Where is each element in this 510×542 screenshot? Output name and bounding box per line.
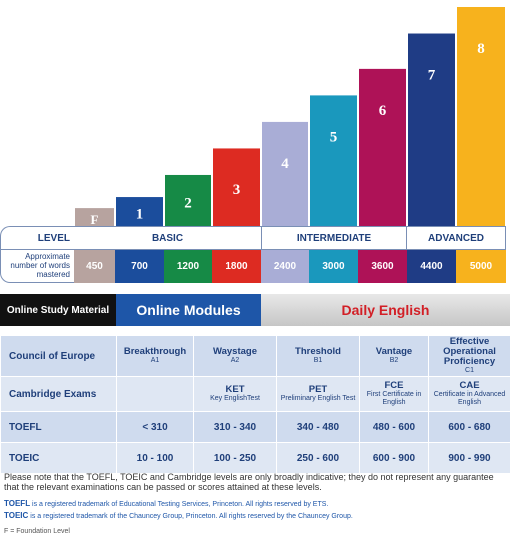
- toefl-trademark-note: TOEFL is a registered trademark of Educa…: [4, 499, 329, 508]
- online-study-material-label: Online Study Material: [0, 294, 116, 326]
- bar-5: [310, 95, 357, 229]
- words-value: 450: [74, 250, 115, 283]
- level-bar-chart: F 1 2 3 4 5 6 7 8: [75, 7, 505, 229]
- toefl-score: 310 - 340: [193, 411, 277, 443]
- toeic-score: 600 - 900: [359, 442, 429, 474]
- words-value: 1800: [212, 250, 261, 283]
- daily-english-band[interactable]: Daily English: [261, 294, 510, 326]
- coe-cell: Waystage A2: [193, 335, 277, 377]
- online-modules-band[interactable]: Online Modules: [116, 294, 261, 326]
- foundation-level-note: F = Foundation Level: [4, 528, 70, 535]
- table-row: Council of Europe Breakthrough A1 Waystag…: [0, 335, 510, 377]
- cambridge-cell: FCE First Certificate in English: [359, 376, 429, 412]
- words-value: 2400: [261, 250, 309, 283]
- cambridge-cell: CAE Certificate in Advanced English: [428, 376, 510, 412]
- toefl-score: 340 - 480: [276, 411, 360, 443]
- toefl-label: TOEFL: [0, 411, 117, 443]
- level-band-advanced: ADVANCED: [406, 226, 506, 250]
- words-value: 4400: [407, 250, 456, 283]
- disclaimer-note: Please note that the TOEFL, TOEIC and Ca…: [4, 472, 494, 492]
- bar-label: 1: [136, 207, 144, 223]
- bar-label: 8: [477, 41, 485, 57]
- cambridge-label: Cambridge Exams: [0, 376, 117, 412]
- bar-7: [408, 33, 455, 228]
- toefl-score: < 310: [116, 411, 194, 443]
- bar-1: [116, 197, 163, 228]
- coe-label: Council of Europe: [0, 335, 117, 377]
- table-row: Cambridge Exams KET Key EnglishTest PET Pr…: [0, 376, 510, 412]
- toeic-score: 250 - 600: [276, 442, 360, 474]
- words-value: 1200: [164, 250, 212, 283]
- bar-label: 7: [428, 68, 436, 84]
- words-row-label: Approximate number of words mastered: [0, 250, 74, 283]
- coe-cell: Breakthrough A1: [116, 335, 194, 377]
- bar-6: [359, 68, 406, 228]
- bar-label: 3: [233, 182, 241, 198]
- bar-label: 6: [379, 103, 387, 119]
- toeic-score: 10 - 100: [116, 442, 194, 474]
- toeic-label: TOEIC: [0, 442, 117, 474]
- exam-equivalence-table: Council of Europe Breakthrough A1 Waystag…: [0, 335, 510, 474]
- coe-cell: Effective Operational Proficiency C1: [428, 335, 510, 377]
- bar-label: 4: [281, 156, 289, 172]
- cambridge-cell: [116, 376, 194, 412]
- words-value: 3000: [309, 250, 358, 283]
- words-row: Approximate number of words mastered 450…: [0, 250, 510, 283]
- table-row: TOEFL < 310 310 - 340 340 - 480 480 - 60…: [0, 411, 510, 443]
- words-value: 700: [115, 250, 164, 283]
- bar-2: [165, 174, 211, 228]
- toeic-trademark-note: TOEIC is a registered trademark of the C…: [4, 511, 353, 520]
- level-row-label: LEVEL: [0, 226, 74, 250]
- coe-cell: Threshold B1: [276, 335, 360, 377]
- toeic-score: 100 - 250: [193, 442, 277, 474]
- bar-label: 5: [330, 129, 338, 145]
- bar-8: [457, 7, 505, 228]
- cambridge-cell: PET Preliminary English Test: [276, 376, 360, 412]
- table-row: TOEIC 10 - 100 100 - 250 250 - 600 600 -…: [0, 442, 510, 474]
- toefl-score: 480 - 600: [359, 411, 429, 443]
- bar-3: [213, 148, 260, 228]
- bar-4: [262, 121, 308, 228]
- level-band-intermediate: INTERMEDIATE: [261, 226, 406, 250]
- bar-label: F: [91, 212, 99, 227]
- bar-label: 2: [184, 195, 192, 211]
- level-row: LEVEL BASIC INTERMEDIATE ADVANCED: [0, 226, 510, 250]
- cambridge-cell: KET Key EnglishTest: [193, 376, 277, 412]
- words-value: 5000: [456, 250, 506, 283]
- toeic-score: 900 - 990: [428, 442, 510, 474]
- level-band-basic: BASIC: [74, 226, 261, 250]
- words-value: 3600: [358, 250, 407, 283]
- toefl-score: 600 - 680: [428, 411, 510, 443]
- bar-F: [75, 208, 114, 228]
- online-study-row: Online Study Material Online Modules Dai…: [0, 294, 510, 326]
- coe-cell: Vantage B2: [359, 335, 429, 377]
